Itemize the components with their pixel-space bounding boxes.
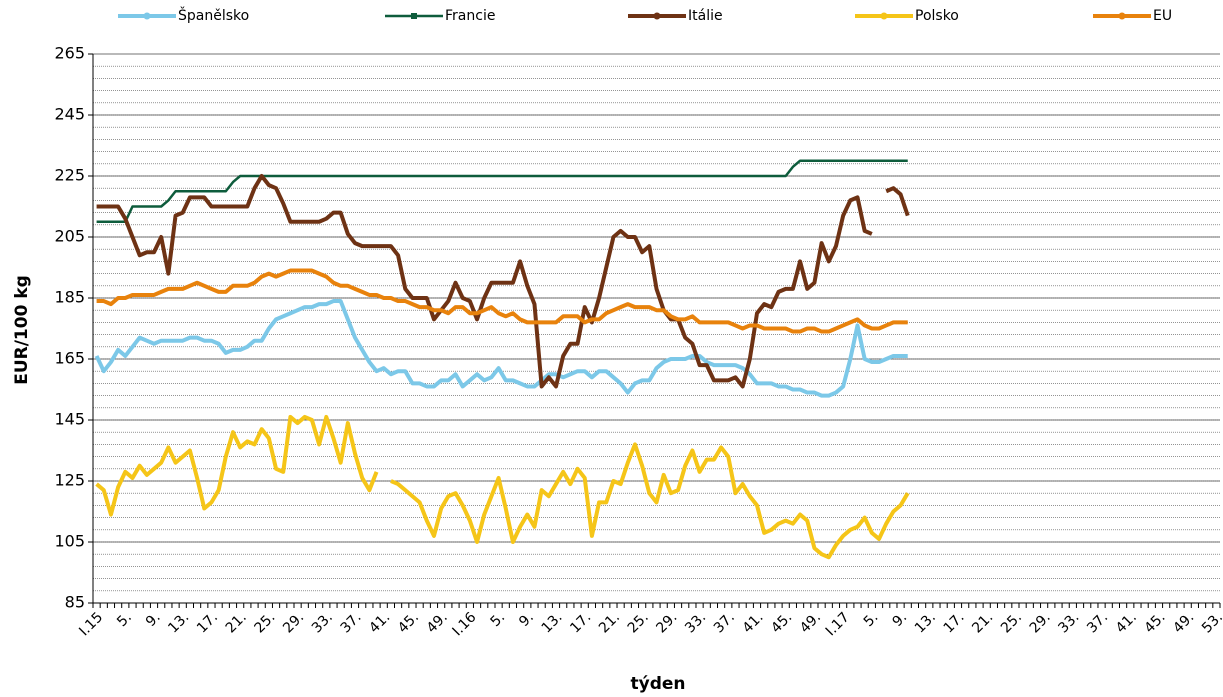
y-tick-label: 265 [54, 44, 85, 63]
legend-label: EU [1153, 8, 1172, 24]
legend-marker [653, 12, 661, 20]
x-tick-label: 37. [711, 609, 738, 636]
x-tick-label: 25. [998, 609, 1025, 636]
x-tick-label: 49. [1170, 609, 1197, 636]
y-tick-label: 185 [54, 288, 85, 307]
series-line [96, 268, 908, 334]
x-axis-title: týden [630, 674, 685, 694]
x-tick-label: 45. [1142, 609, 1169, 636]
x-tick-label: 41. [1113, 609, 1140, 636]
y-tick-label: 205 [54, 227, 85, 246]
legend-marker [1118, 12, 1126, 20]
x-tick-label: 53. [1199, 609, 1223, 636]
x-tick-label: 9. [143, 609, 164, 630]
x-tick-label: 29. [653, 609, 680, 636]
x-tick-label: 33. [1055, 609, 1082, 636]
series-line [94, 299, 908, 398]
y-tick-label: 105 [54, 532, 85, 551]
x-tick-label: 21. [223, 609, 250, 636]
legend-label: Španělsko [178, 6, 249, 24]
series-line [885, 186, 910, 217]
legend-marker [143, 12, 151, 20]
y-tick-label: 145 [54, 410, 85, 429]
series-line [96, 174, 873, 389]
legend-label: Polsko [915, 8, 959, 24]
x-tick-label: 49. [424, 609, 451, 636]
x-tick-label: 25. [251, 609, 278, 636]
series-line [96, 159, 908, 223]
x-tick-label: 13. [539, 609, 566, 636]
x-tick-label: 41. [740, 609, 767, 636]
x-tick-label: 37. [1084, 609, 1111, 636]
x-tick-label: 17. [567, 609, 594, 636]
x-tick-label: 29. [280, 609, 307, 636]
x-tick-label: 45. [395, 609, 422, 636]
y-tick-label: 85 [65, 593, 85, 612]
x-tick-label: 25. [625, 609, 652, 636]
y-tick-label: 165 [54, 349, 85, 368]
x-tick-label: 49. [797, 609, 824, 636]
x-tick-label: 21. [596, 609, 623, 636]
x-tick-label: 17. [194, 609, 221, 636]
legend-marker [880, 12, 888, 20]
x-tick-label: I.17 [823, 609, 853, 639]
x-tick-label: 17. [941, 609, 968, 636]
x-tick-label: 41. [366, 609, 393, 636]
x-tick-label: 45. [768, 609, 795, 636]
x-tick-label: 37. [338, 609, 365, 636]
x-tick-label: 13. [912, 609, 939, 636]
series-line [95, 414, 379, 517]
y-axis-title: EUR/100 kg [12, 275, 32, 385]
y-tick-label: 225 [54, 166, 85, 185]
x-tick-label: 5. [861, 609, 882, 630]
x-tick-label: 21. [969, 609, 996, 636]
y-tick-label: 245 [54, 105, 85, 124]
x-tick-label: 33. [309, 609, 336, 636]
x-tick-label: I.15 [76, 609, 106, 639]
x-tick-label: 13. [165, 609, 192, 636]
x-tick-label: 9. [889, 609, 910, 630]
legend-marker [411, 13, 417, 19]
legend-label: Francie [445, 8, 495, 24]
x-tick-label: 33. [682, 609, 709, 636]
series-line [390, 442, 910, 560]
x-tick-label: 5. [114, 609, 135, 630]
x-tick-label: 29. [1027, 609, 1054, 636]
x-tick-label: 9. [516, 609, 537, 630]
x-tick-label: 5. [487, 609, 508, 630]
x-tick-label: I.16 [450, 609, 480, 639]
y-tick-label: 125 [54, 471, 85, 490]
legend-label: Itálie [688, 8, 723, 24]
